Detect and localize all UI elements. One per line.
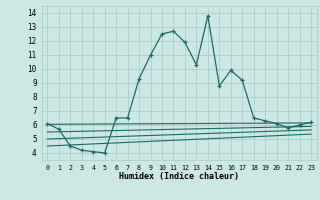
X-axis label: Humidex (Indice chaleur): Humidex (Indice chaleur) (119, 172, 239, 181)
